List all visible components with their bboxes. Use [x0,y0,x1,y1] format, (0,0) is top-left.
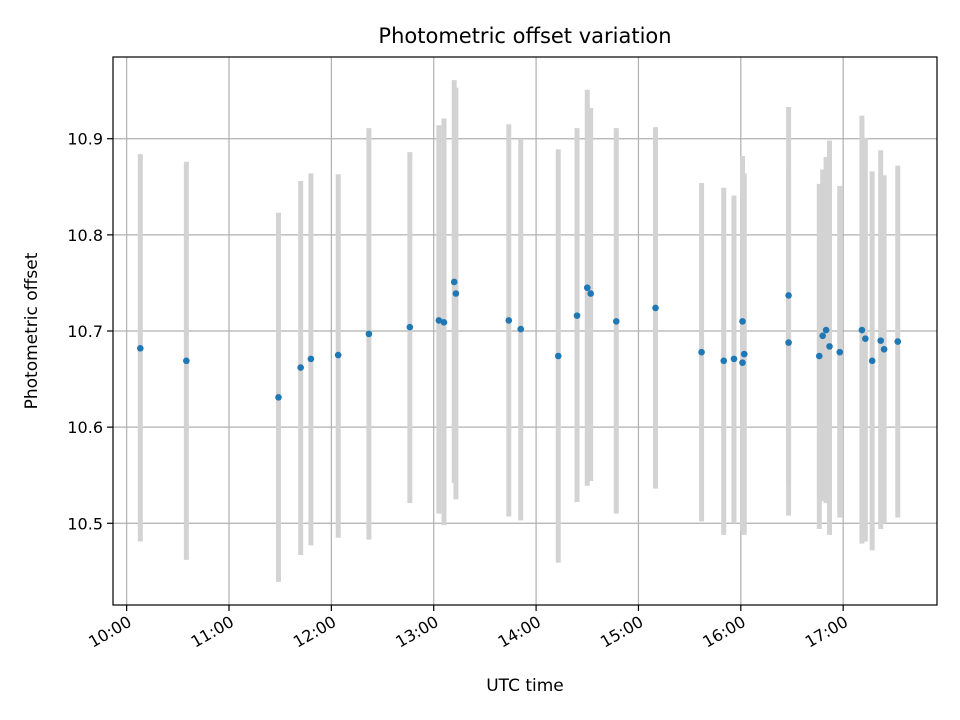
data-point [894,338,902,345]
data-point [307,355,315,363]
data-point [183,357,190,365]
data-point [452,290,460,297]
x-tick-label: 10:00 [85,612,134,652]
x-tick-label: 12:00 [290,612,339,652]
data-point [739,318,746,325]
point-layer [136,278,902,401]
data-point [880,345,888,353]
data-point [517,325,525,333]
data-point [440,319,448,326]
data-point [583,284,591,292]
data-point [435,317,443,324]
data-point [652,304,659,312]
data-point [587,290,594,297]
x-axis-label: UTC time [486,676,564,696]
y-tick-label: 10.9 [67,130,103,149]
data-point [573,312,581,319]
data-point [136,345,144,352]
data-point [868,357,876,365]
data-point [505,317,513,324]
data-point [297,364,304,371]
data-point [877,337,885,344]
x-tick-label: 11:00 [188,612,237,652]
y-tick-label: 10.6 [67,418,103,437]
y-tick-label: 10.5 [67,514,103,533]
data-point [826,343,833,350]
data-point [739,359,746,367]
data-point [785,339,792,346]
data-point [862,335,869,342]
data-point [334,351,342,359]
data-point [836,348,844,356]
data-point [365,330,373,338]
x-tick-label: 14:00 [495,612,544,652]
data-point [275,394,282,401]
data-point [858,326,866,334]
data-point [406,323,414,331]
data-point [819,332,826,340]
data-point [450,278,458,286]
data-point [815,352,823,360]
data-point [720,357,728,365]
x-tick-label: 15:00 [597,612,646,652]
y-tick-label: 10.7 [67,322,103,341]
x-tick-label: 17:00 [802,612,851,652]
data-point [740,350,748,358]
x-tick-label: 16:00 [699,612,748,652]
data-point [612,318,620,325]
grid-layer [113,57,937,605]
chart-title: Photometric offset variation [378,24,671,48]
data-point [822,326,830,334]
x-tick-label: 13:00 [392,612,441,652]
y-axis-label: Photometric offset [22,252,42,409]
data-point [785,292,792,299]
data-point [554,352,562,360]
data-point [698,348,705,356]
y-tick-label: 10.8 [67,226,103,245]
data-point [730,355,738,363]
